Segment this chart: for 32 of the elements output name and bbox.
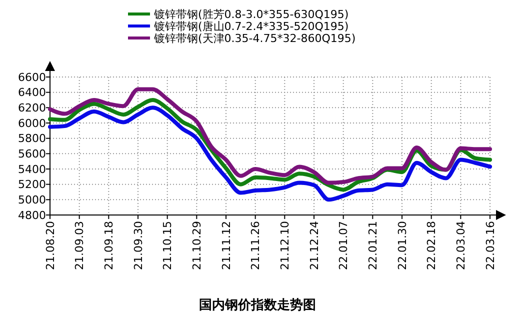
x-tick-label: 22.02.18 [425,221,438,270]
x-tick-label: 21.12.24 [308,221,321,270]
x-tick-label: 21.09.03 [73,221,86,270]
x-tick-label: 21.10.29 [190,221,204,270]
x-tick-label: 22.01.30 [396,221,409,270]
x-tick-label: 22.01.07 [337,221,350,270]
line-series [48,87,492,185]
x-tick-label: 21.09.18 [102,221,116,270]
x-tick-label: 21.11.26 [249,221,262,270]
y-tick-label: 6200 [18,102,46,115]
x-tick-label: 21.11.12 [220,221,233,270]
y-tick-label: 6600 [18,70,46,84]
x-tick-label: 22.03.16 [484,221,497,270]
line-series [48,106,492,202]
y-tick-label: 4800 [18,208,46,222]
x-tick-label: 22.01.21 [366,221,380,270]
x-tick-label: 22.03.04 [454,221,468,270]
x-tick-label: 21.10.15 [161,221,174,270]
x-tick-label: 21.09.30 [132,221,145,270]
text: 国内钢价指数走势图 [199,297,316,313]
x-tick-label: 21.12.10 [278,221,292,270]
y-tick-label: 6400 [18,86,46,100]
y-tick-label: 5200 [18,178,46,192]
x-tick-label: 21.08.20 [44,221,57,270]
y-tick-label: 5600 [18,148,46,161]
y-tick-label: 6000 [18,116,46,130]
y-tick-label: 5000 [18,194,46,207]
legend-label: 镀锌带钢(唐山0.7-2.4*335-520Q195) [153,20,349,33]
y-tick-label: 5800 [18,132,46,146]
y-tick-label: 5400 [18,162,46,176]
legend-label: 镀锌带钢(天津0.35-4.75*32-860Q195) [153,32,356,45]
legend-label: 镀锌带钢(胜芳0.8-3.0*355-630Q195) [153,8,349,21]
